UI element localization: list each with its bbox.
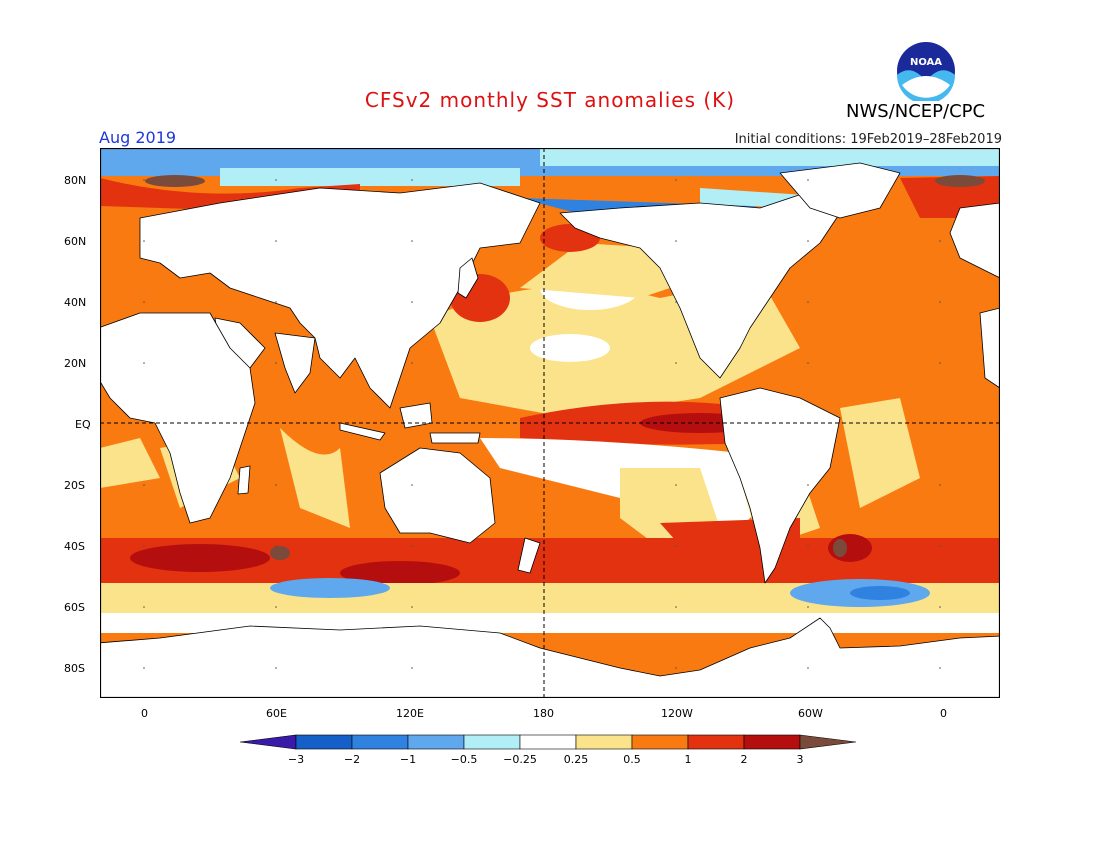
- colorbar-tick-label: −3: [288, 753, 304, 766]
- lat-label-80s: 80S: [64, 662, 85, 675]
- colorbar-swatch: [631, 734, 689, 750]
- colorbar-tick-label: 0.5: [623, 753, 641, 766]
- noaa-logo-icon: NOAA: [897, 42, 955, 101]
- colorbar-swatch: [743, 734, 801, 750]
- colorbar-swatch-low-end: [240, 734, 297, 750]
- colorbar-swatch: [295, 734, 353, 750]
- colorbar-tick-label: 2: [741, 753, 748, 766]
- lat-label-20s: 20S: [64, 479, 85, 492]
- lat-label-40s: 40S: [64, 540, 85, 553]
- colorbar-swatch: [687, 734, 745, 750]
- lon-label-60w: 60W: [798, 707, 823, 720]
- lat-label-60s: 60S: [64, 601, 85, 614]
- colorbar-tick-label: −0.5: [451, 753, 478, 766]
- colorbar: −3 −2 −1 −0.5 −0.25 0.25 0.5 1 2 3: [240, 734, 857, 766]
- lon-label-60e: 60E: [266, 707, 287, 720]
- colorbar-swatch: [407, 734, 465, 750]
- colorbar-tick-label: −0.25: [503, 753, 537, 766]
- colorbar-tick-label: 0.25: [564, 753, 589, 766]
- chart-title: CFSv2 monthly SST anomalies (K): [364, 88, 736, 112]
- lat-label-20n: 20N: [64, 357, 87, 370]
- noaa-logo-text: NOAA: [910, 57, 942, 68]
- lat-label-60n: 60N: [64, 235, 87, 248]
- lat-label-eq: EQ: [75, 418, 91, 431]
- lon-label-180: 180: [533, 707, 554, 720]
- colorbar-tick-label: −1: [400, 753, 416, 766]
- colorbar-tick-label: 1: [685, 753, 692, 766]
- sst-anomaly-map: [100, 148, 1000, 698]
- lon-label-120e: 120E: [396, 707, 424, 720]
- colorbar-swatch: [575, 734, 633, 750]
- colorbar-swatch: [519, 734, 577, 750]
- colorbar-swatch: [351, 734, 409, 750]
- lat-label-40n: 40N: [64, 296, 87, 309]
- lon-label-120w: 120W: [661, 707, 693, 720]
- colorbar-swatch-high-end: [799, 734, 857, 750]
- initial-conditions-label: Initial conditions: 19Feb2019–28Feb2019: [734, 132, 1002, 147]
- lon-label-0: 0: [141, 707, 148, 720]
- colorbar-tick-label: 3: [797, 753, 804, 766]
- forecast-month-label: Aug 2019: [99, 128, 177, 147]
- lon-label-0-east: 0: [940, 707, 947, 720]
- colorbar-swatch: [463, 734, 521, 750]
- lat-label-80n: 80N: [64, 174, 87, 187]
- agency-label: NWS/NCEP/CPC: [846, 101, 986, 122]
- colorbar-tick-label: −2: [344, 753, 360, 766]
